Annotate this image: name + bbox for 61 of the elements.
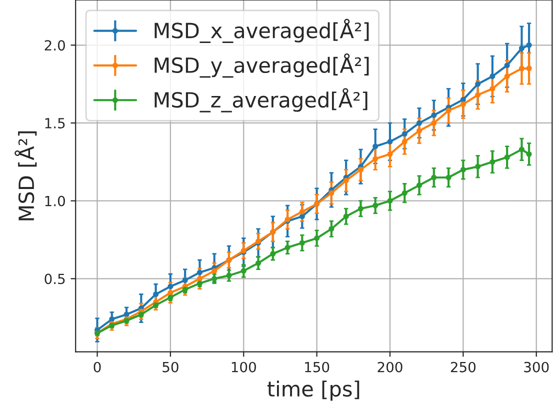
point [518, 45, 524, 52]
x-tick-label: 100 [232, 362, 256, 372]
point [358, 166, 364, 172]
point [504, 62, 510, 68]
point [387, 151, 393, 157]
point [504, 154, 510, 160]
point [490, 86, 496, 92]
point [240, 268, 246, 274]
legend-label: MSD_y_averaged[Å²] [154, 53, 369, 78]
point [446, 174, 452, 180]
point [526, 42, 532, 48]
point [460, 102, 466, 108]
x-tick-label: 200 [378, 362, 402, 372]
x-axis-title: time [ps] [267, 380, 360, 401]
point [328, 190, 334, 196]
point [314, 235, 320, 241]
point [284, 244, 290, 250]
point [460, 96, 466, 102]
point [299, 240, 305, 246]
point [255, 260, 262, 266]
point [372, 202, 378, 208]
point [270, 250, 276, 257]
point [299, 208, 305, 215]
y-tick-label: 1.5 [45, 118, 65, 128]
point [490, 159, 496, 165]
point [343, 178, 349, 184]
point [446, 108, 452, 114]
point [387, 198, 393, 204]
point [402, 138, 408, 144]
point [526, 151, 532, 157]
point [153, 291, 159, 298]
point [518, 146, 524, 152]
x-tick-label: 250 [450, 362, 476, 372]
point [431, 174, 437, 180]
point [431, 112, 437, 118]
point [416, 120, 422, 126]
point [475, 164, 481, 170]
point [460, 166, 466, 172]
point [416, 182, 422, 188]
y-tick-label: 2.0 [44, 40, 65, 51]
x-tick-label: 50 [162, 362, 178, 372]
point [328, 226, 334, 232]
point [168, 290, 174, 296]
y-axis-title: MSD [Å²] [14, 131, 37, 220]
point [475, 92, 481, 98]
point [372, 156, 378, 162]
point [358, 206, 364, 212]
legend-label: MSD_x_averaged[Å²] [154, 18, 369, 43]
y-tick-label: 1.0 [45, 196, 65, 206]
x-tick-label: 0 [94, 362, 101, 372]
point [431, 120, 437, 126]
point [343, 214, 349, 220]
point [402, 190, 408, 196]
point [402, 131, 408, 137]
y-tick-label: 0.5 [44, 274, 65, 284]
point [416, 128, 422, 134]
legend-label: MSD_z_averaged[Å²] [154, 88, 368, 112]
x-tick-label: 150 [305, 362, 330, 372]
point [504, 74, 510, 80]
point [299, 214, 305, 220]
x-tick-label: 300 [524, 362, 549, 372]
